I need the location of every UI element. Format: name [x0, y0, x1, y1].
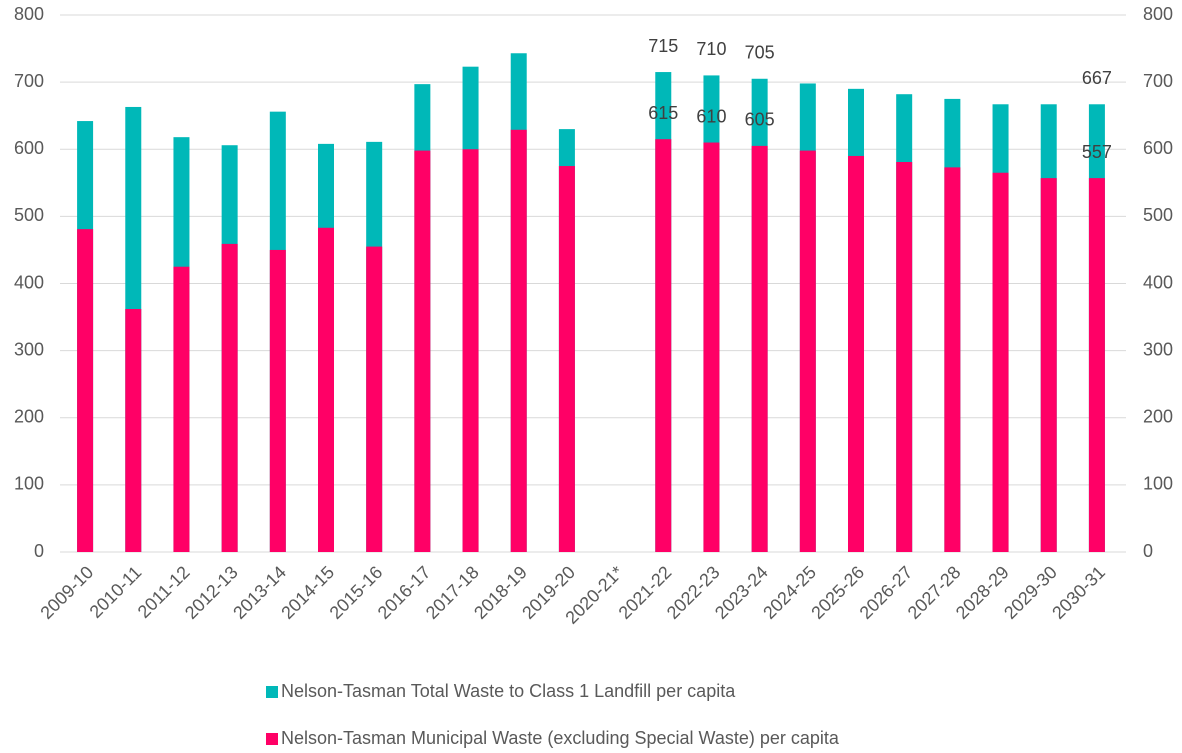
- x-tick-label: 2010-11: [86, 562, 146, 622]
- bar: [1088, 178, 1105, 552]
- x-tick-label: 2012-13: [181, 562, 242, 623]
- data-label: 605: [745, 110, 775, 130]
- legend-swatch: [266, 733, 278, 745]
- y2-tick-label: 200: [1143, 407, 1173, 427]
- x-tick-label: 2022-23: [663, 562, 724, 623]
- bar: [173, 266, 190, 552]
- x-tick-label: 2014-15: [277, 562, 338, 623]
- bar: [1040, 178, 1057, 552]
- x-tick-label: 2023-24: [711, 562, 772, 623]
- x-tick-label: 2030-31: [1048, 562, 1109, 623]
- y-tick-label: 600: [14, 138, 44, 158]
- data-label: 710: [696, 39, 726, 59]
- data-label: 610: [696, 106, 726, 126]
- bar: [848, 155, 864, 552]
- x-tick-label: 2027-28: [904, 562, 965, 623]
- data-label: 705: [745, 43, 775, 63]
- y2-tick-label: 500: [1143, 205, 1173, 225]
- y2-tick-label: 800: [1143, 4, 1173, 24]
- y2-tick-label: 700: [1143, 71, 1173, 91]
- y-tick-label: 100: [14, 474, 44, 494]
- x-tick-label: 2026-27: [856, 562, 917, 623]
- x-tick-label: 2025-26: [807, 562, 868, 623]
- data-label: 557: [1082, 142, 1112, 162]
- y2-tick-label: 300: [1143, 339, 1173, 359]
- x-tick-label: 2016-17: [374, 562, 435, 623]
- bar: [992, 172, 1009, 552]
- x-tick-label: 2017-18: [422, 562, 483, 623]
- x-tick-label: 2024-25: [759, 562, 820, 623]
- y-tick-label: 200: [14, 407, 44, 427]
- y-tick-label: 800: [14, 4, 44, 24]
- x-tick-label: 2029-30: [1000, 562, 1061, 623]
- bar: [77, 229, 94, 552]
- x-tick-label: 2021-22: [615, 562, 676, 623]
- y-tick-label: 0: [34, 541, 44, 561]
- bar: [510, 129, 527, 552]
- data-label: 715: [648, 36, 678, 56]
- bar: [655, 139, 672, 552]
- y2-tick-label: 400: [1143, 272, 1173, 292]
- bar: [125, 309, 142, 552]
- y2-tick-label: 100: [1143, 474, 1173, 494]
- y-tick-label: 500: [14, 205, 44, 225]
- bar: [944, 167, 961, 552]
- y-tick-label: 400: [14, 272, 44, 292]
- bar: [799, 150, 816, 552]
- bar: [366, 246, 383, 553]
- legend-swatch: [266, 686, 278, 698]
- data-label: 667: [1082, 68, 1112, 88]
- y2-tick-label: 600: [1143, 138, 1173, 158]
- bar: [269, 249, 286, 552]
- bar: [318, 227, 334, 552]
- x-tick-label: 2015-16: [326, 562, 387, 623]
- bar: [221, 243, 238, 553]
- data-label: 615: [648, 103, 678, 123]
- bar: [462, 149, 479, 552]
- bar: [751, 145, 768, 553]
- legend-label: Nelson-Tasman Municipal Waste (excluding…: [281, 728, 840, 748]
- y-tick-label: 700: [14, 71, 44, 91]
- bar: [896, 162, 913, 552]
- x-tick-label: 2018-19: [470, 562, 531, 623]
- y2-tick-label: 0: [1143, 541, 1153, 561]
- y-tick-label: 300: [14, 339, 44, 359]
- x-tick-label: 2013-14: [229, 562, 290, 623]
- x-tick-label: 2009-10: [36, 562, 97, 623]
- bar: [558, 166, 575, 552]
- x-tick-label: 2028-29: [952, 562, 1013, 623]
- legend-label: Nelson-Tasman Total Waste to Class 1 Lan…: [281, 681, 736, 701]
- bar: [703, 142, 720, 552]
- bar: [414, 150, 431, 552]
